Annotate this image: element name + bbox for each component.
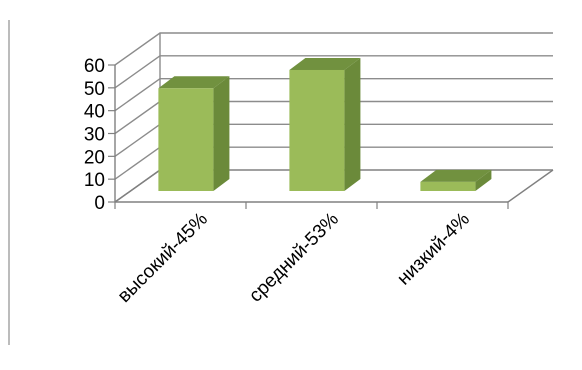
x-axis-categories: высокий-45% средний-53% низкий-4% bbox=[114, 209, 474, 307]
y-tick-label: 10 bbox=[84, 170, 105, 191]
category-label: низкий-4% bbox=[393, 209, 474, 290]
bar-side bbox=[475, 169, 492, 191]
bar-side bbox=[344, 57, 361, 191]
bar bbox=[158, 76, 230, 191]
bar-top bbox=[420, 169, 492, 182]
bars bbox=[158, 57, 492, 191]
y-tick-label: 0 bbox=[94, 193, 105, 214]
bar-side bbox=[213, 76, 230, 191]
y-tick-label: 40 bbox=[84, 102, 105, 123]
bar bbox=[420, 169, 492, 191]
y-tick-label: 20 bbox=[84, 147, 105, 168]
floor-left-edge bbox=[114, 169, 161, 203]
bar-top bbox=[158, 76, 230, 89]
category-label: высокий-45% bbox=[114, 209, 212, 307]
bar-front bbox=[420, 181, 476, 191]
bar bbox=[289, 57, 361, 191]
category-label: средний-53% bbox=[245, 209, 343, 307]
bar-top bbox=[289, 57, 361, 70]
y-tick-label: 60 bbox=[84, 56, 105, 77]
bar-front bbox=[158, 88, 214, 191]
floor-right-edge bbox=[507, 169, 554, 203]
y-tick-label: 50 bbox=[84, 79, 105, 100]
y-tick-label: 30 bbox=[84, 125, 105, 146]
bar-front bbox=[289, 69, 345, 191]
